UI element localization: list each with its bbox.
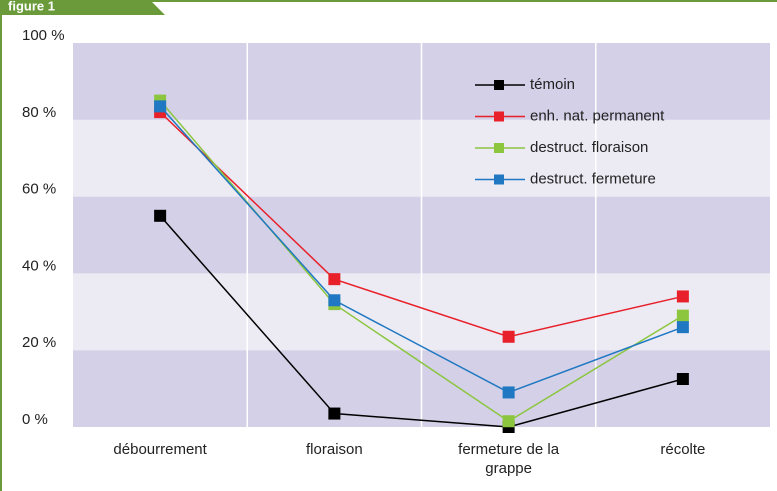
- legend-label: témoin: [530, 76, 575, 93]
- legend-marker: [494, 80, 504, 90]
- marker: [328, 273, 341, 286]
- marker: [328, 407, 341, 420]
- marker: [676, 309, 689, 322]
- x-tick-label: débourrement: [113, 441, 207, 458]
- series-line: [159, 111, 684, 338]
- y-tick-label: 60 %: [22, 181, 56, 198]
- y-tick-label: 100 %: [22, 27, 65, 44]
- title-tab: [0, 0, 165, 15]
- y-tick-label: 0 %: [22, 411, 48, 428]
- y-tick-label: 40 %: [22, 257, 56, 274]
- y-tick-label: 80 %: [22, 104, 56, 121]
- marker: [328, 294, 341, 307]
- marker: [676, 321, 689, 334]
- chart-title: figure 1: [8, 0, 55, 13]
- series-line: [159, 215, 684, 428]
- legend-marker: [494, 174, 504, 185]
- legend-marker: [494, 111, 504, 122]
- marker: [676, 290, 689, 303]
- legend-label: destruct. floraison: [530, 139, 648, 156]
- marker: [502, 415, 515, 428]
- marker: [676, 373, 689, 385]
- marker: [502, 330, 515, 343]
- legend-label: destruct. fermeture: [530, 170, 656, 187]
- marker: [154, 100, 167, 113]
- marker: [154, 209, 167, 222]
- x-tick-label: fermeture de la grappe: [458, 441, 560, 477]
- x-tick-label: récolte: [660, 441, 706, 458]
- marker: [502, 386, 515, 399]
- legend-label: enh. nat. permanent: [530, 107, 665, 124]
- series-line: [159, 105, 684, 394]
- legend-marker: [494, 143, 504, 153]
- y-tick-label: 20 %: [22, 334, 56, 351]
- x-tick-label: floraison: [306, 441, 363, 458]
